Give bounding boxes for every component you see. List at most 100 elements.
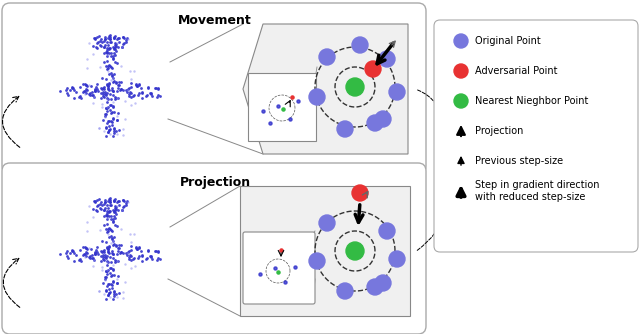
Point: [114, 198, 124, 204]
Point: [106, 202, 116, 207]
Point: [108, 242, 118, 248]
Point: [90, 87, 100, 92]
Text: Step in gradient direction
with reduced step-size: Step in gradient direction with reduced …: [475, 180, 600, 202]
Point: [126, 95, 136, 100]
Point: [102, 262, 112, 267]
Point: [68, 85, 78, 91]
Point: [109, 208, 119, 213]
Point: [155, 93, 165, 99]
Point: [67, 248, 77, 253]
Point: [104, 203, 115, 208]
Point: [84, 255, 94, 260]
Point: [109, 234, 119, 239]
Point: [99, 38, 109, 44]
Point: [107, 119, 117, 125]
Point: [109, 207, 120, 213]
Point: [287, 94, 297, 100]
Point: [100, 42, 110, 47]
Point: [110, 205, 120, 211]
Point: [103, 248, 113, 254]
Point: [126, 248, 136, 253]
Point: [106, 132, 116, 137]
Point: [102, 215, 113, 220]
Point: [106, 70, 116, 75]
Point: [75, 85, 85, 90]
Point: [117, 207, 127, 212]
Point: [102, 119, 113, 124]
Point: [75, 93, 85, 99]
Point: [100, 106, 111, 111]
Point: [110, 96, 120, 102]
Point: [99, 87, 109, 92]
Point: [104, 199, 115, 204]
Point: [110, 223, 120, 228]
Point: [136, 248, 147, 254]
Point: [104, 46, 114, 51]
Point: [85, 256, 95, 261]
Point: [131, 83, 141, 88]
Point: [104, 80, 114, 85]
Point: [142, 93, 152, 98]
Point: [103, 292, 113, 298]
Point: [102, 292, 113, 298]
Point: [108, 89, 118, 94]
Point: [143, 248, 153, 254]
Point: [103, 250, 113, 255]
Point: [116, 86, 126, 91]
Polygon shape: [243, 24, 408, 154]
Point: [100, 37, 110, 42]
Point: [104, 40, 115, 45]
Point: [104, 209, 114, 214]
Point: [119, 199, 129, 204]
Point: [68, 248, 78, 254]
Point: [104, 234, 115, 240]
Point: [114, 40, 124, 45]
Point: [137, 259, 147, 264]
Point: [134, 82, 144, 87]
Point: [99, 207, 109, 213]
Point: [82, 65, 92, 70]
Point: [112, 280, 122, 286]
Point: [142, 256, 152, 261]
Point: [113, 110, 123, 116]
Point: [111, 205, 121, 210]
Point: [147, 256, 157, 261]
Point: [113, 127, 124, 133]
Point: [98, 118, 108, 123]
Point: [97, 104, 107, 109]
Point: [104, 250, 115, 256]
Point: [82, 88, 92, 93]
Point: [100, 212, 111, 218]
Point: [116, 249, 126, 254]
Point: [273, 269, 283, 275]
Point: [126, 258, 136, 263]
Point: [110, 60, 120, 65]
Point: [120, 261, 130, 266]
Point: [109, 35, 120, 40]
Point: [108, 238, 118, 244]
Point: [108, 54, 118, 59]
Point: [88, 214, 98, 219]
Point: [95, 38, 106, 44]
Point: [105, 199, 115, 204]
Point: [102, 246, 113, 252]
Point: [94, 125, 104, 130]
Point: [109, 203, 120, 209]
Point: [114, 35, 124, 41]
Point: [102, 246, 113, 252]
Point: [109, 241, 119, 247]
Point: [87, 252, 97, 257]
Point: [111, 44, 121, 49]
Point: [100, 115, 111, 120]
Point: [112, 200, 122, 205]
Point: [108, 44, 118, 49]
Point: [102, 259, 112, 264]
Point: [103, 66, 113, 71]
Point: [90, 250, 100, 256]
Point: [84, 41, 94, 46]
Point: [99, 59, 109, 64]
Point: [107, 85, 117, 91]
Point: [102, 43, 113, 48]
Point: [104, 208, 115, 214]
Point: [104, 33, 115, 38]
